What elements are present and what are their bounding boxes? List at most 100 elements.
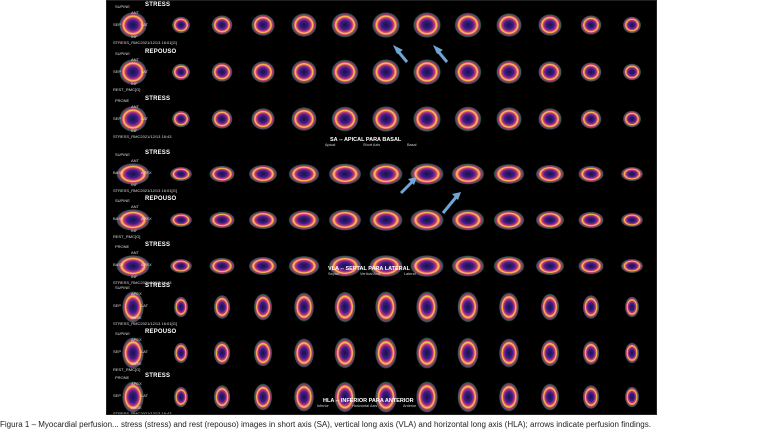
vla-section-title: VLA -- SEPTAL PARA LATERAL [328, 266, 410, 272]
hla-slice [213, 340, 231, 366]
orientation-top: APEX [131, 291, 142, 296]
hla-slice [498, 292, 520, 322]
vla-slice [369, 163, 403, 185]
hla-slice [293, 292, 315, 322]
vla-slice [288, 209, 320, 231]
vla-slice [369, 255, 403, 277]
hla-slice [173, 342, 189, 364]
sa-slice [580, 15, 602, 35]
hla-slice [582, 294, 600, 320]
series-id-label: STRESS_RMC2021/12/13 16:43 [113, 134, 172, 139]
sa-slice [496, 107, 522, 131]
sa-slice [413, 59, 441, 85]
hla-slice [457, 381, 479, 413]
hla-sub-horizontal-axis: Horizontal Axis [352, 404, 378, 408]
hla-slice [253, 293, 273, 321]
vla-slice [493, 255, 525, 277]
sa-slice [622, 110, 642, 128]
row-label: STRESS [145, 283, 171, 289]
hla-slice [416, 291, 438, 323]
series-id-label: STRESS_RMC2021/12/13 16:01[G] [113, 321, 177, 326]
reference-thumbnail [119, 106, 147, 132]
reference-thumbnail [119, 12, 147, 38]
hla-slice [540, 339, 560, 367]
row-label: STRESS [145, 242, 171, 248]
orientation-left: BASE [113, 216, 124, 221]
vla-slice [578, 165, 604, 183]
hla-slice [375, 291, 397, 323]
arrow-3-head [408, 177, 417, 185]
hla-slice [624, 342, 640, 364]
hla-slice [457, 337, 479, 369]
hla-slice [375, 337, 397, 369]
position-label: SUPINE [115, 51, 130, 56]
orientation-left: SEP [113, 116, 122, 121]
vla-slice [578, 257, 604, 275]
orientation-top: ANT [131, 57, 139, 62]
sa-slice [413, 106, 441, 132]
sa-row: SUPINE ANT SEP LAT INF STRESS_RMC2021/12/13 1… [107, 2, 656, 47]
sa-slice [291, 107, 317, 131]
sa-slice [331, 12, 359, 38]
orientation-bottom: INF [131, 34, 138, 39]
sa-slice [251, 14, 275, 36]
hla-slice [375, 381, 397, 413]
sa-slice [211, 62, 233, 82]
sa-slice [171, 110, 191, 128]
orientation-left: BASE [113, 170, 124, 175]
arrow-4-head [452, 192, 461, 200]
series-id-label: STRESS_RMC2021/12/13 16:01[G] [113, 188, 177, 193]
vla-slice [209, 211, 235, 229]
hla-slice [540, 383, 560, 411]
sa-slice [622, 16, 642, 34]
hla-slice [540, 293, 560, 321]
sa-section-title: SA -- APICAL PARA BASAL [330, 137, 402, 143]
orientation-right: LAT [141, 393, 149, 398]
sa-slice [372, 59, 400, 85]
position-label: SUPINE [115, 4, 130, 9]
hla-slice [334, 381, 356, 413]
sa-slice [538, 61, 562, 83]
reference-thumbnail [122, 381, 144, 413]
vla-slice [451, 209, 485, 231]
sa-slice [454, 59, 482, 85]
perfusion-figure: SUPINE ANT SEP LAT INF STRESS_RMC2021/12/13 1… [106, 0, 657, 415]
vla-slice [328, 255, 362, 277]
series-id-label: REST_RMC[G] [113, 234, 141, 239]
vla-slice [209, 165, 235, 183]
sa-slice [454, 106, 482, 132]
hla-slice [173, 296, 189, 318]
series-id-label: STRESS_RMC2021/12/13 16:43 [113, 411, 172, 415]
arrow-2-head [433, 45, 443, 54]
vla-slice [451, 163, 485, 185]
series-id-label: STRESS_RMC2021/12/13 16:43 [113, 280, 172, 285]
series-id-label: REST_RMC[G] [113, 367, 141, 372]
sa-slice [171, 16, 191, 34]
sa-slice [413, 12, 441, 38]
vla-row: SUPINE ANT BASE APEX INF REST_RMC[G] REPOUSO [107, 196, 656, 241]
hla-slice [293, 338, 315, 368]
vla-slice [369, 209, 403, 231]
position-label: SUPINE [115, 198, 130, 203]
vla-slice [328, 163, 362, 185]
hla-row: SUPINE APEX SEP LAT BASE STRESS_RMC2021/12/13… [107, 283, 656, 328]
orientation-right: LAT [141, 349, 149, 354]
hla-slice [334, 291, 356, 323]
orientation-left: SEP [113, 393, 122, 398]
hla-slice [624, 296, 640, 318]
orientation-top: APEX [131, 337, 142, 342]
orientation-right: LAT [141, 69, 149, 74]
orientation-left: SEP [113, 303, 122, 308]
orientation-bottom: INF [131, 81, 138, 86]
vla-slice [620, 166, 644, 182]
vla-slice [578, 211, 604, 229]
vla-slice [451, 255, 485, 277]
vla-slice [535, 210, 565, 230]
sa-slice [251, 108, 275, 130]
hla-slice [293, 382, 315, 412]
vla-slice [288, 163, 320, 185]
orientation-left: SEP [113, 22, 122, 27]
sa-slice [496, 13, 522, 37]
sa-slice [372, 106, 400, 132]
vla-slice [620, 258, 644, 274]
